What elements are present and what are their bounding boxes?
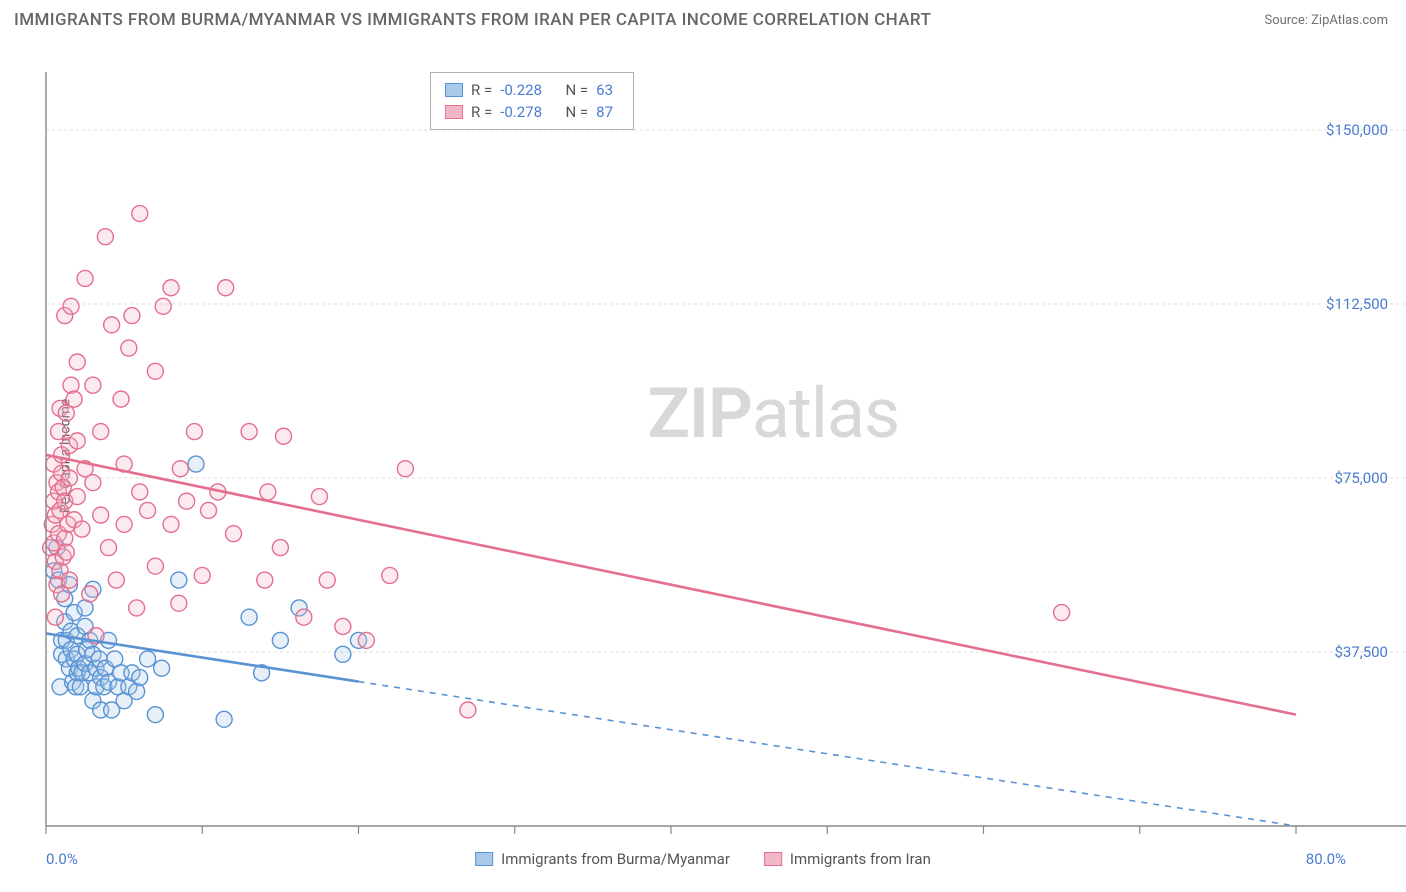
r-value-burma: -0.228 — [500, 79, 542, 101]
series-label-iran: Immigrants from Iran — [790, 850, 931, 868]
scatter-plot-svg — [0, 36, 1406, 876]
r-value-iran: -0.278 — [500, 101, 542, 123]
chart-title: IMMIGRANTS FROM BURMA/MYANMAR VS IMMIGRA… — [14, 10, 931, 30]
n-label: N = — [565, 79, 588, 101]
y-tick-label: $150,000 — [1326, 121, 1388, 139]
x-min-label: 0.0% — [46, 850, 78, 868]
y-tick-label: $75,000 — [1334, 469, 1388, 487]
y-tick-label: $112,500 — [1326, 295, 1388, 313]
r-label: R = — [471, 101, 492, 123]
y-tick-label: $37,500 — [1334, 643, 1388, 661]
swatch-iran — [764, 852, 782, 866]
x-max-label: 80.0% — [1306, 850, 1346, 868]
legend-row-burma: R = -0.228 N = 63 — [445, 79, 613, 101]
legend-item-burma: Immigrants from Burma/Myanmar — [475, 850, 730, 868]
n-value-burma: 63 — [596, 79, 613, 101]
swatch-burma — [475, 852, 493, 866]
swatch-burma — [445, 83, 463, 97]
source-attribution: Source: ZipAtlas.com — [1264, 13, 1388, 28]
legend-item-iran: Immigrants from Iran — [764, 850, 931, 868]
r-label: R = — [471, 79, 492, 101]
swatch-iran — [445, 105, 463, 119]
series-label-burma: Immigrants from Burma/Myanmar — [501, 850, 730, 868]
chart-area: Per Capita Income ZIPatlas $37,500$75,00… — [0, 36, 1406, 876]
series-legend: Immigrants from Burma/Myanmar Immigrants… — [475, 850, 931, 868]
correlation-legend: R = -0.228 N = 63 R = -0.278 N = 87 — [430, 72, 634, 130]
legend-row-iran: R = -0.278 N = 87 — [445, 101, 613, 123]
n-value-iran: 87 — [596, 101, 613, 123]
n-label: N = — [565, 101, 588, 123]
